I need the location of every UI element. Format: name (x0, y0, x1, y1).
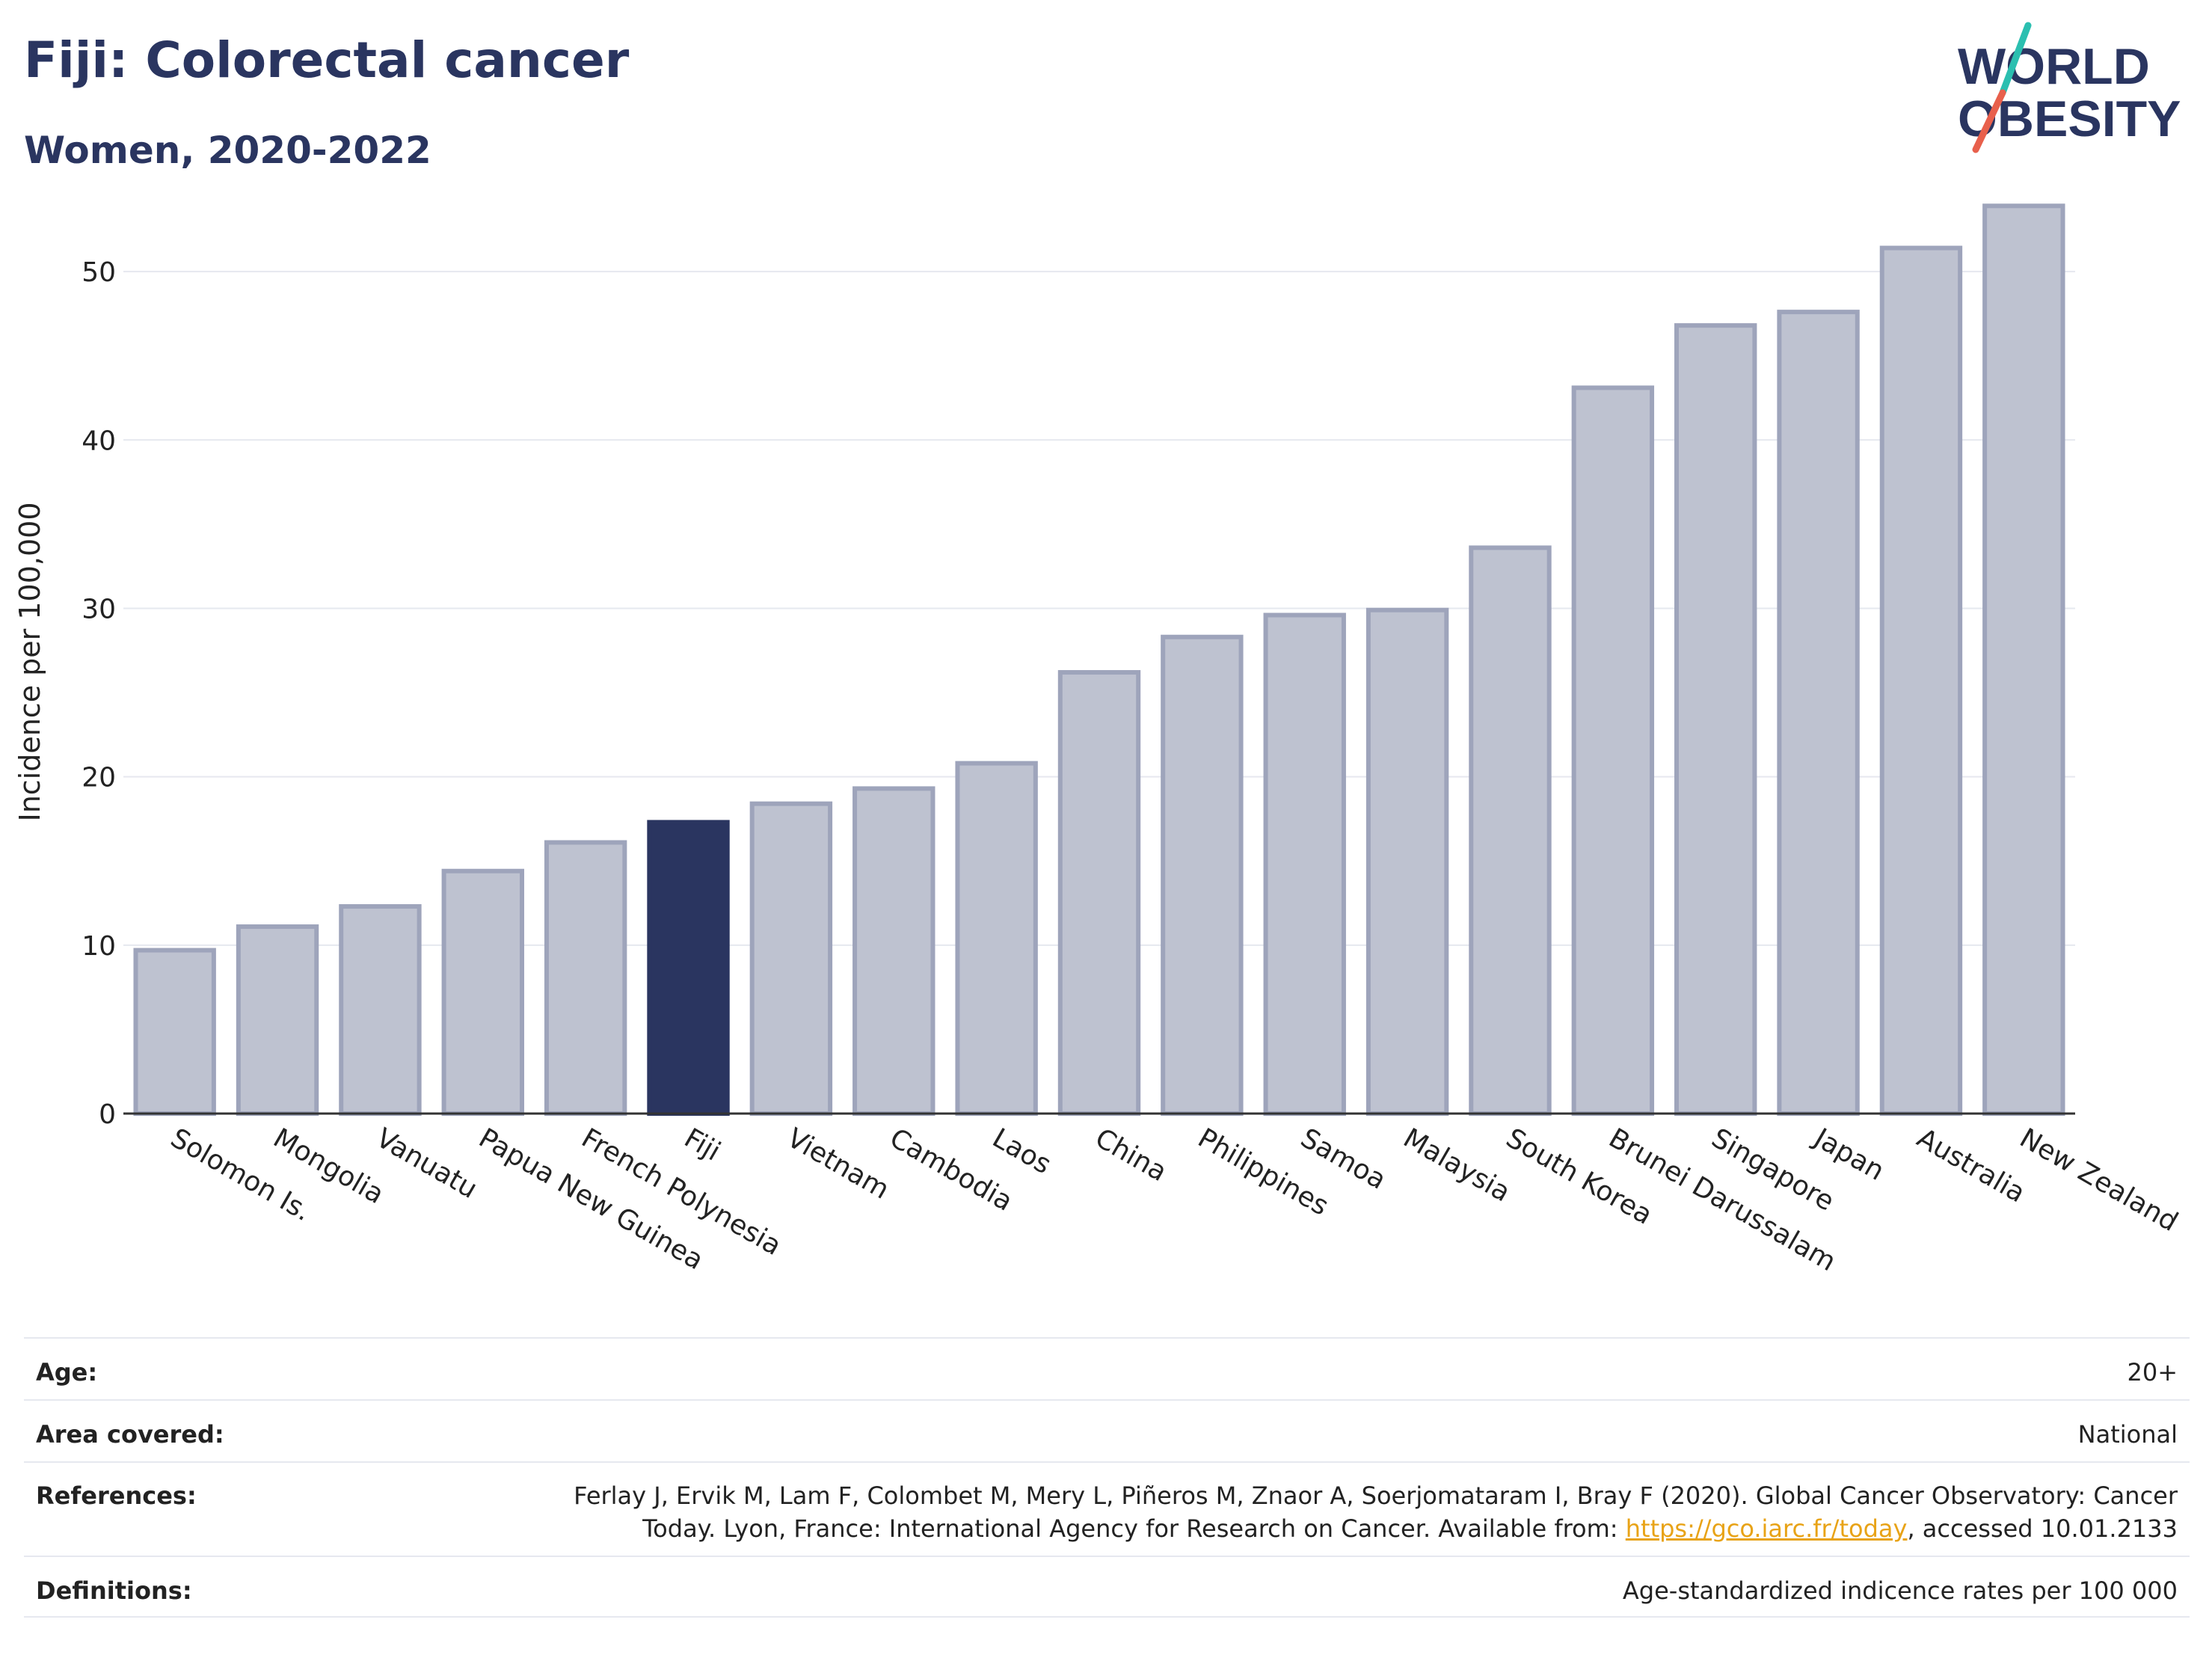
bar (749, 801, 833, 1116)
area-value: National (2077, 1420, 2178, 1449)
bar (1263, 612, 1346, 1116)
bar (1469, 545, 1552, 1116)
x-tick-label: Australia (1911, 1123, 2030, 1209)
x-tick-label: Vietnam (781, 1123, 894, 1206)
bar (1365, 607, 1449, 1116)
bar (1982, 203, 2065, 1117)
logo-slash-teal (1999, 22, 2032, 96)
y-tick-label: 40 (82, 426, 116, 456)
x-tick-label: Japan (1807, 1122, 1889, 1187)
y-tick-label: 0 (99, 1099, 116, 1130)
y-tick-label: 30 (82, 594, 116, 624)
age-label: Age: (36, 1358, 98, 1387)
logo-text-line2: OBESITY (1958, 90, 2181, 147)
info-row-area: Area covered: National (24, 1399, 2190, 1461)
logo-slash-red (1972, 89, 2006, 153)
bar (955, 761, 1038, 1117)
x-tick-label: Laos (987, 1123, 1056, 1180)
area-label: Area covered: (36, 1420, 224, 1449)
definitions-value: Age-standardized indicence rates per 100… (1622, 1576, 2178, 1605)
bar (133, 948, 216, 1116)
y-tick-label: 50 (82, 257, 116, 288)
page-subtitle: Women, 2020-2022 (24, 129, 431, 172)
definitions-label: Definitions: (36, 1576, 192, 1605)
bar (1879, 245, 1963, 1116)
x-tick-label: Malaysia (1398, 1123, 1516, 1208)
bar (339, 904, 422, 1117)
bar (1777, 310, 1860, 1116)
references-value: Ferlay J, Ervik M, Lam F, Colombet M, Me… (574, 1479, 2178, 1545)
bar (544, 840, 627, 1117)
x-tick-label: China (1090, 1123, 1173, 1188)
y-tick-label: 10 (82, 931, 116, 962)
bar (647, 820, 730, 1116)
reference-link[interactable]: https://gco.iarc.fr/today (1625, 1514, 1908, 1543)
x-tick-label: Fiji (679, 1123, 725, 1167)
y-tick-label: 20 (82, 763, 116, 793)
info-row-age: Age: 20+ (24, 1337, 2190, 1399)
reference-line-1: Ferlay J, Ervik M, Lam F, Colombet M, Me… (574, 1481, 2178, 1510)
bar (236, 924, 319, 1116)
bar (1057, 670, 1141, 1116)
reference-accessed: , accessed 10.01.2133 (1907, 1514, 2178, 1543)
x-tick-label: Vanuatu (371, 1123, 482, 1205)
info-row-definitions: Definitions: Age-standardized indicence … (24, 1556, 2190, 1618)
bar (1161, 634, 1244, 1116)
age-value: 20+ (2127, 1358, 2178, 1387)
page-title: Fiji: Colorectal cancer (24, 31, 630, 89)
bar (1571, 385, 1655, 1116)
info-table: Age: 20+ Area covered: National Referenc… (24, 1337, 2190, 1618)
info-row-references: References: Ferlay J, Ervik M, Lam F, Co… (24, 1461, 2190, 1556)
world-obesity-logo: WORLD OBESITY (1958, 22, 2181, 153)
bar (1674, 323, 1757, 1116)
references-label: References: (36, 1481, 197, 1510)
bar (852, 786, 936, 1117)
bar (441, 868, 524, 1116)
x-tick-label: New Zealand (2015, 1123, 2183, 1238)
logo-text-line1: WORLD (1958, 38, 2150, 95)
reference-line-2: Today. Lyon, France: International Agenc… (642, 1514, 1626, 1543)
